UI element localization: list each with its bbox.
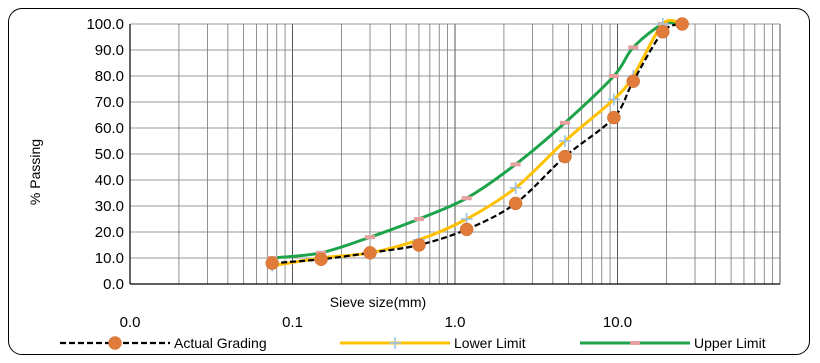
axis-layer: 0.0 10.0 20.0 30.0 40.0 50.0 60.0 70.0 80.0 90.0 1… xyxy=(86,16,780,331)
data-point xyxy=(413,217,424,221)
series-line xyxy=(272,22,683,265)
legend-marker xyxy=(630,341,640,345)
y-tick-label: 50.0 xyxy=(95,146,124,163)
data-point xyxy=(675,17,689,31)
legend: Actual Grading Lower Limit Upper Limit xyxy=(60,335,766,351)
data-point xyxy=(608,74,619,78)
y-axis-title: % Passing xyxy=(27,139,43,205)
y-tick-label: 100.0 xyxy=(86,16,124,33)
x-tick-label: 10.0 xyxy=(603,314,632,331)
y-tick-label: 40.0 xyxy=(95,172,124,189)
legend-label: Upper Limit xyxy=(694,335,766,351)
y-tick-label: 20.0 xyxy=(95,224,124,241)
series-1 xyxy=(266,18,689,272)
chart-frame xyxy=(8,8,810,355)
grid-layer xyxy=(129,23,781,285)
data-point xyxy=(509,181,522,194)
legend-item: Upper Limit xyxy=(580,335,766,351)
data-point xyxy=(363,246,377,260)
x-tick-label: 0.0 xyxy=(120,314,141,331)
y-tick-label: 30.0 xyxy=(95,198,124,215)
y-tick-label: 70.0 xyxy=(95,94,124,111)
data-point xyxy=(365,235,376,240)
data-point xyxy=(656,25,670,39)
x-axis-title: Sieve size(mm) xyxy=(330,294,426,310)
y-tick-label: 10.0 xyxy=(95,250,124,267)
legend-label: Lower Limit xyxy=(454,335,526,351)
legend-item: Actual Grading xyxy=(60,335,267,351)
data-point xyxy=(559,120,570,125)
series-layer xyxy=(265,17,689,272)
y-tick-label: 60.0 xyxy=(95,120,124,137)
legend-label: Actual Grading xyxy=(174,335,267,351)
data-point xyxy=(558,135,571,147)
data-point xyxy=(265,256,279,270)
data-point xyxy=(461,196,472,201)
data-point xyxy=(510,162,521,167)
data-point xyxy=(558,149,572,164)
x-tick-label: 0.1 xyxy=(282,314,303,331)
legend-item: Lower Limit xyxy=(340,335,526,351)
data-point xyxy=(412,238,426,252)
legend-marker xyxy=(108,336,122,350)
series-0 xyxy=(265,17,689,270)
data-point xyxy=(607,110,621,125)
data-point xyxy=(459,222,474,237)
data-point xyxy=(607,93,620,106)
series-line xyxy=(272,20,683,260)
y-tick-label: 90.0 xyxy=(95,42,124,59)
data-point xyxy=(628,45,639,50)
data-point xyxy=(314,252,328,267)
y-tick-label: 0.0 xyxy=(103,276,124,293)
y-tick-label: 80.0 xyxy=(95,68,124,85)
data-point xyxy=(626,74,640,88)
series-line xyxy=(271,18,683,268)
legend-marker xyxy=(389,337,401,349)
x-tick-label: 1.0 xyxy=(445,314,466,331)
data-point xyxy=(508,196,523,211)
